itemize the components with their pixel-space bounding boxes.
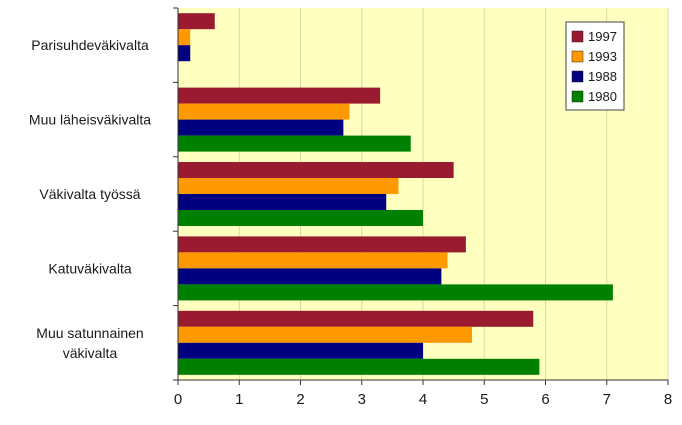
bar-1988-1 [178, 119, 344, 136]
legend-swatch-1980 [571, 90, 584, 103]
x-tick-label: 6 [541, 391, 549, 408]
category-label: Katuväkivalta [48, 260, 131, 276]
bar-1997-2 [178, 162, 454, 178]
legend: 1997 1993 1988 1980 [565, 21, 625, 111]
category-label-line: Muu satunnainen [36, 325, 143, 341]
legend-label-1993: 1993 [588, 49, 617, 64]
bar-1993-0 [178, 29, 191, 46]
x-tick-label: 5 [480, 391, 488, 408]
category-label-line: Väkivalta työssä [39, 186, 140, 202]
bar-1993-3 [178, 252, 448, 269]
x-tick-label: 3 [358, 391, 366, 408]
x-tick-label: 1 [235, 391, 243, 408]
x-tick-label: 0 [174, 391, 182, 408]
bar-1988-4 [178, 342, 423, 359]
bar-1997-4 [178, 310, 534, 327]
bar-1988-3 [178, 268, 442, 285]
x-tick-label: 8 [664, 391, 672, 408]
category-label-line: Parisuhdeväkivalta [31, 37, 149, 53]
x-tick-label: 2 [296, 391, 304, 408]
x-tick-label: 7 [603, 391, 611, 408]
legend-label-1988: 1988 [588, 69, 617, 84]
bar-1993-4 [178, 326, 472, 343]
category-label: Muu läheisväkivalta [29, 112, 151, 128]
x-axis: 0 1 2 3 4 5 6 7 8 [173, 7, 672, 408]
bar-1980-4 [178, 358, 540, 375]
legend-swatch-1988 [571, 70, 584, 83]
bars [178, 13, 613, 375]
legend-swatch-1993 [571, 50, 584, 63]
bar-1980-2 [178, 210, 423, 226]
bar-1980-1 [178, 135, 411, 152]
bar-1988-0 [178, 45, 191, 62]
legend-swatch-1997 [571, 30, 584, 43]
category-label: Väkivalta työssä [39, 186, 140, 202]
bar-1993-1 [178, 103, 350, 120]
bar-1980-3 [178, 284, 613, 301]
category-label-line: Katuväkivalta [48, 260, 131, 276]
category-label: Muu satunnainen väkivalta [36, 325, 143, 361]
legend-label-1997: 1997 [588, 29, 617, 44]
category-labels: Parisuhdeväkivalta Muu läheisväkivalta Väk… [29, 37, 151, 361]
bar-1997-3 [178, 236, 466, 253]
category-label-line: Muu läheisväkivalta [29, 112, 151, 128]
x-tick-label: 4 [419, 391, 427, 408]
bar-1988-2 [178, 194, 387, 210]
category-label-line: väkivalta [63, 345, 118, 361]
category-label: Parisuhdeväkivalta [31, 37, 149, 53]
bar-1997-1 [178, 87, 381, 104]
bar-1997-0 [178, 13, 215, 30]
legend-label-1980: 1980 [588, 89, 617, 104]
bar-1993-2 [178, 178, 399, 194]
